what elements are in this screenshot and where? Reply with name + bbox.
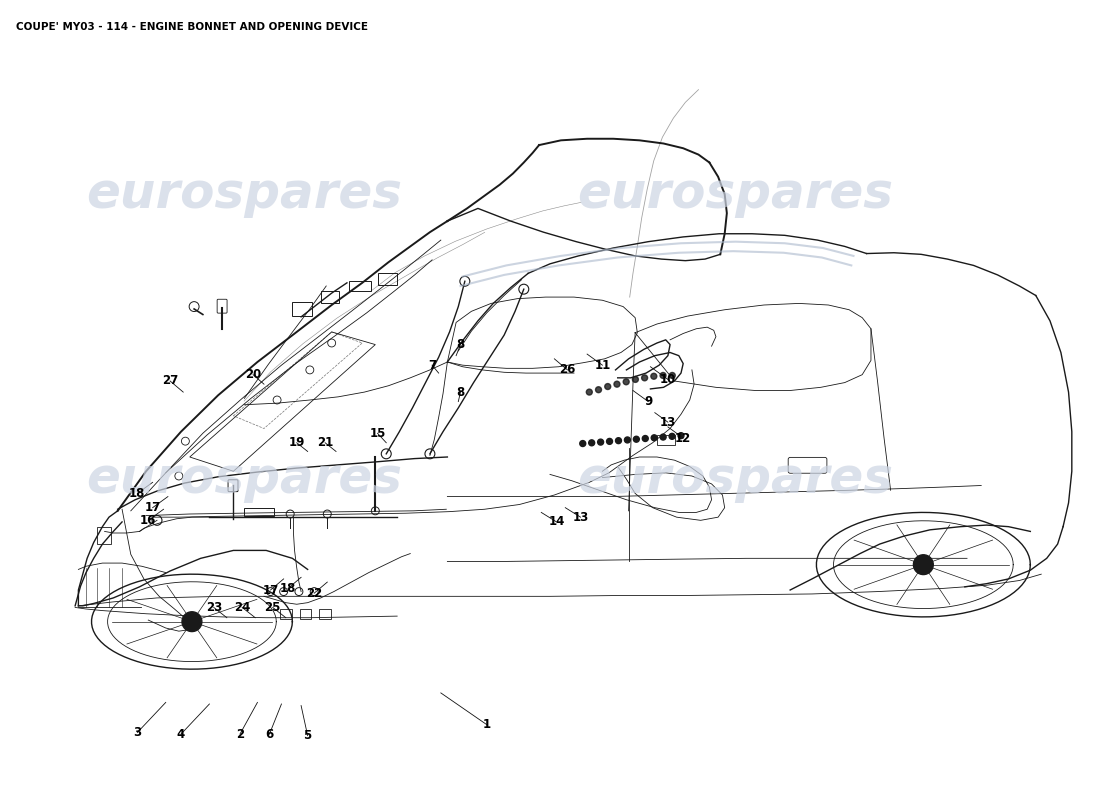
Text: 9: 9: [645, 395, 652, 408]
Circle shape: [614, 381, 620, 387]
Bar: [377, 274, 397, 286]
Text: 6: 6: [265, 727, 274, 741]
Text: 17: 17: [263, 583, 278, 597]
Text: eurospares: eurospares: [86, 455, 403, 503]
Bar: [299, 609, 311, 618]
Circle shape: [634, 436, 639, 442]
Circle shape: [616, 438, 622, 444]
Text: COUPE' MY03 - 114 - ENGINE BONNET AND OPENING DEVICE: COUPE' MY03 - 114 - ENGINE BONNET AND OP…: [16, 22, 368, 32]
Text: 19: 19: [288, 436, 305, 450]
Text: 12: 12: [675, 431, 691, 445]
Circle shape: [669, 434, 675, 439]
Text: 16: 16: [140, 514, 156, 527]
Circle shape: [660, 373, 666, 378]
Circle shape: [669, 373, 675, 378]
Circle shape: [678, 433, 684, 438]
Circle shape: [642, 435, 648, 442]
Text: 14: 14: [549, 515, 564, 529]
Text: 17: 17: [144, 501, 161, 514]
Circle shape: [660, 434, 667, 440]
Bar: [319, 609, 331, 618]
Circle shape: [605, 383, 610, 390]
Circle shape: [182, 612, 202, 631]
Text: 22: 22: [306, 586, 322, 600]
Text: 18: 18: [129, 487, 145, 500]
Text: 4: 4: [177, 727, 185, 741]
Circle shape: [597, 439, 604, 445]
Circle shape: [632, 377, 638, 382]
Bar: [657, 435, 674, 445]
Circle shape: [624, 379, 629, 385]
Text: 27: 27: [162, 374, 178, 387]
Text: 1: 1: [483, 718, 491, 731]
Circle shape: [595, 386, 602, 393]
Bar: [349, 282, 371, 291]
Text: 2: 2: [235, 727, 244, 741]
Text: eurospares: eurospares: [578, 170, 893, 218]
Text: 3: 3: [133, 726, 142, 739]
Circle shape: [651, 374, 657, 379]
Circle shape: [625, 437, 630, 443]
Text: eurospares: eurospares: [578, 455, 893, 503]
Text: 10: 10: [660, 373, 676, 386]
Circle shape: [588, 440, 595, 446]
Bar: [321, 290, 339, 302]
Bar: [97, 526, 111, 545]
Bar: [279, 609, 292, 618]
Circle shape: [580, 441, 585, 446]
Circle shape: [641, 375, 648, 381]
Bar: [293, 302, 312, 316]
Text: 13: 13: [660, 416, 676, 429]
Text: 15: 15: [370, 426, 386, 440]
Text: 11: 11: [594, 358, 610, 372]
Circle shape: [913, 554, 933, 574]
Text: 20: 20: [245, 368, 261, 381]
Text: 13: 13: [572, 510, 588, 524]
Text: 8: 8: [456, 338, 464, 351]
Text: eurospares: eurospares: [86, 170, 403, 218]
Circle shape: [586, 389, 592, 395]
Text: 8: 8: [456, 386, 464, 398]
Text: 24: 24: [234, 601, 251, 614]
Circle shape: [651, 435, 657, 441]
Text: 7: 7: [428, 358, 437, 372]
Text: 25: 25: [264, 601, 280, 614]
Text: 21: 21: [317, 436, 333, 450]
Circle shape: [606, 438, 613, 444]
Text: 5: 5: [304, 729, 311, 742]
Text: 23: 23: [206, 601, 222, 614]
Text: 26: 26: [559, 363, 575, 377]
Text: 18: 18: [279, 582, 296, 595]
Bar: [244, 508, 274, 515]
